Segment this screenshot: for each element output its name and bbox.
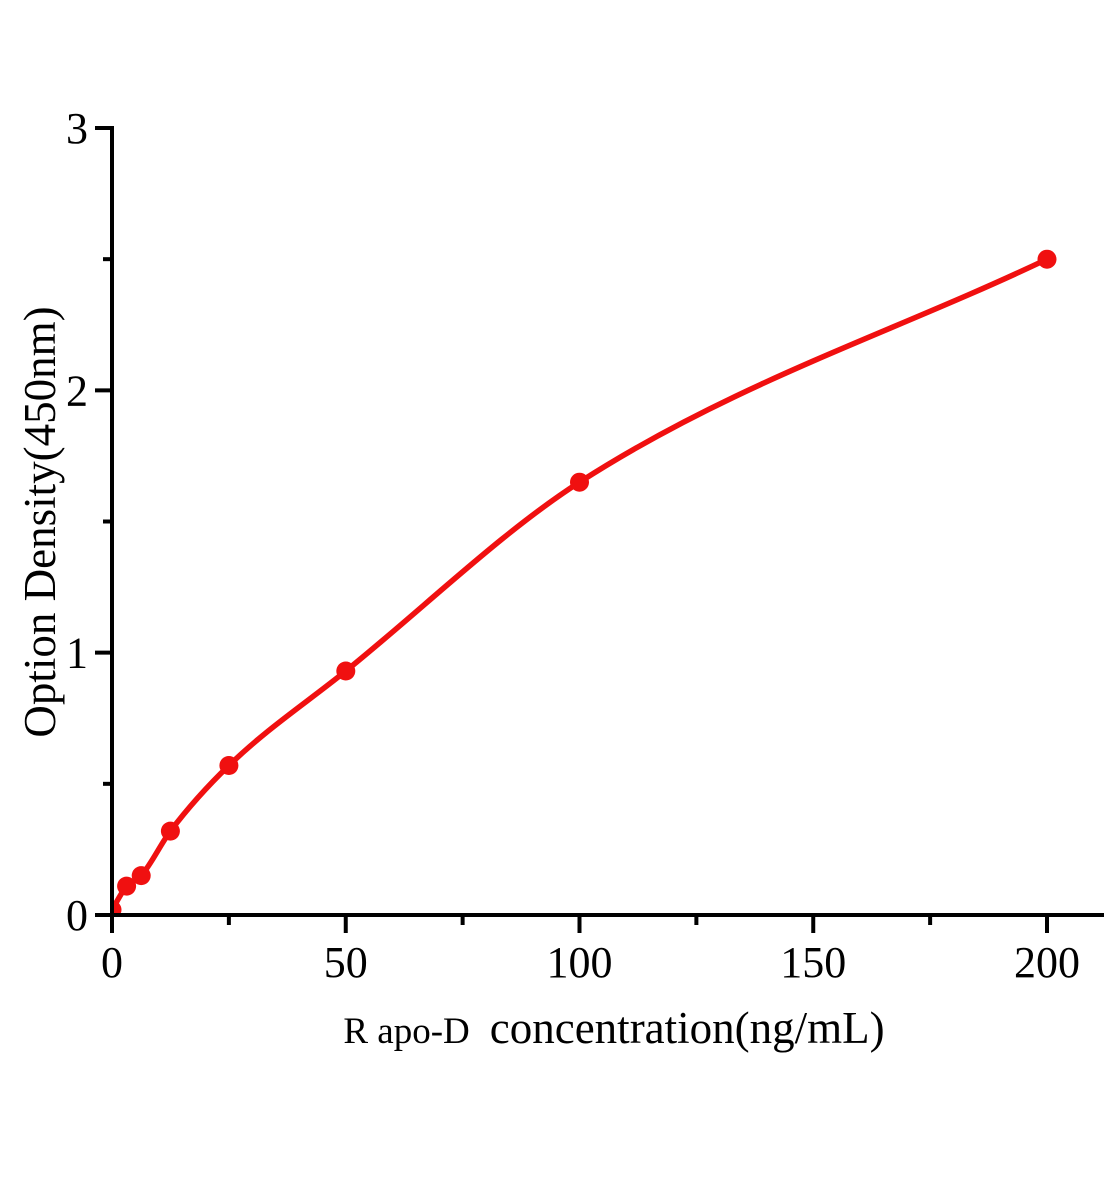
data-point-100 <box>570 472 589 492</box>
y-axis-title: Option Density(450nm) <box>15 306 65 737</box>
y-tick-label-2: 2 <box>66 366 88 415</box>
y-tick-label-3: 3 <box>66 104 88 153</box>
data-point-12.5 <box>160 821 180 841</box>
data-point-50 <box>336 661 356 681</box>
x-tick-label-50: 50 <box>324 938 368 987</box>
data-point-0 <box>112 900 122 916</box>
data-point-25 <box>219 756 239 775</box>
series-group <box>112 249 1057 916</box>
x-axis: 0 50 100 150 200 <box>101 913 1104 987</box>
y-axis: 0 1 2 3 <box>66 104 114 940</box>
y-tick-label-1: 1 <box>66 629 88 678</box>
x-tick-label-200: 200 <box>1014 938 1080 987</box>
data-point-3.125 <box>117 876 137 896</box>
data-point-6.25 <box>131 866 151 886</box>
x-axis-title: R apo-D concentration(ng/mL) <box>343 1003 884 1053</box>
x-axis-title-main: concentration(ng/mL) <box>490 1003 885 1053</box>
fit-curve <box>112 256 1050 913</box>
x-tick-label-0: 0 <box>101 938 123 987</box>
x-tick-label-150: 150 <box>780 938 846 987</box>
x-axis-title-prefix: R apo-D <box>343 1011 469 1052</box>
data-point-200 <box>1037 249 1057 269</box>
x-tick-label-100: 100 <box>547 938 613 987</box>
y-tick-label-0: 0 <box>66 891 88 940</box>
